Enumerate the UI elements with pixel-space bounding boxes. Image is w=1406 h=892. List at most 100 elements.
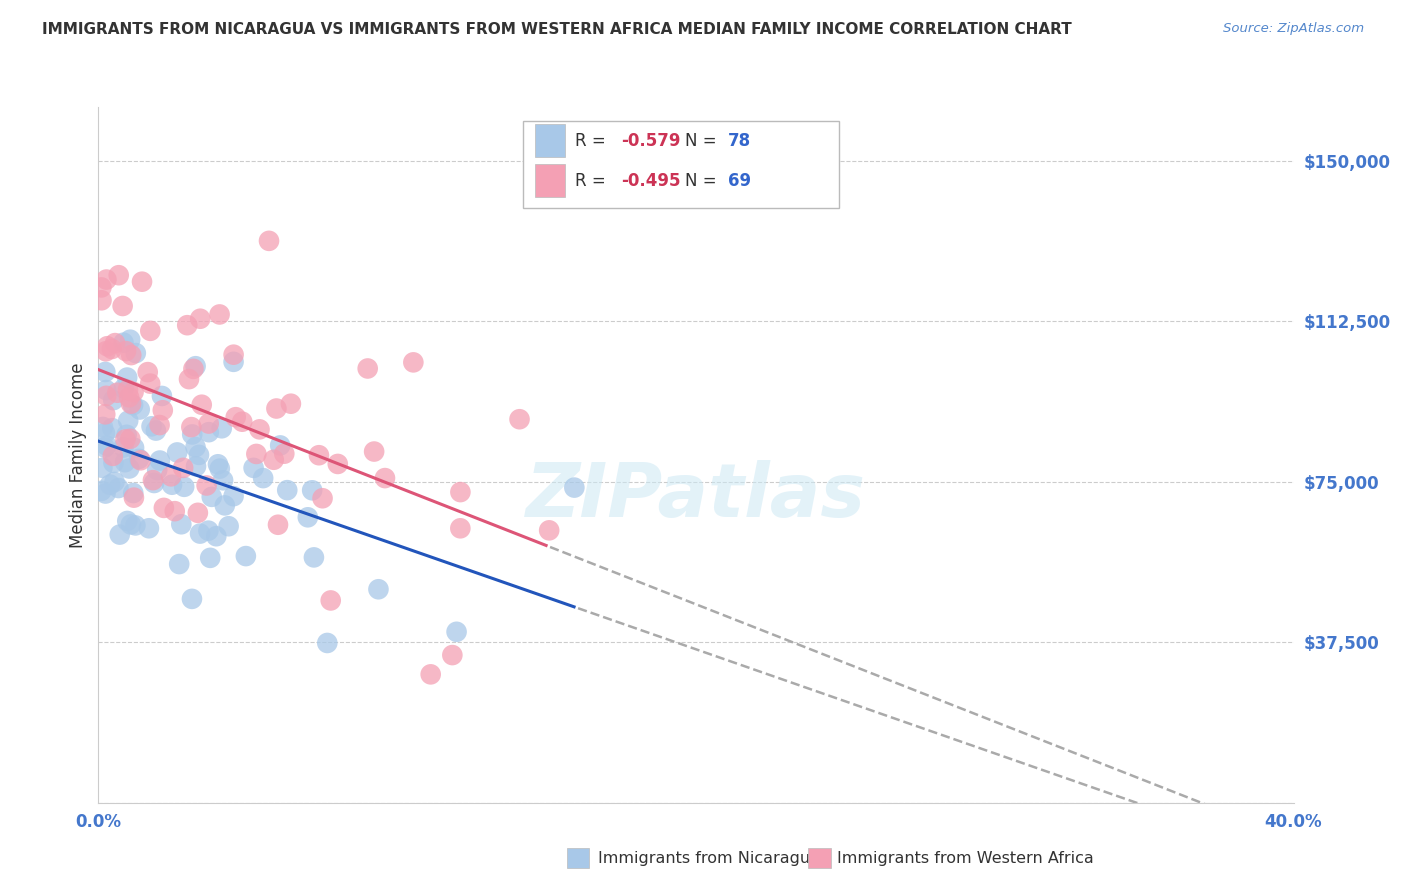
- Text: R =: R =: [575, 172, 612, 190]
- Point: [181, 427, 204, 442]
- Point: [139, 376, 162, 391]
- Point: [94, 365, 117, 379]
- Point: [139, 324, 162, 338]
- Point: [276, 483, 298, 497]
- Point: [263, 452, 285, 467]
- Point: [222, 355, 245, 369]
- Point: [280, 397, 302, 411]
- Point: [188, 448, 211, 462]
- Point: [190, 398, 212, 412]
- Point: [311, 491, 333, 506]
- Point: [96, 389, 118, 403]
- Point: [94, 426, 117, 441]
- Point: [136, 365, 159, 379]
- Point: [122, 398, 145, 412]
- Point: [269, 438, 291, 452]
- Point: [207, 457, 229, 471]
- Point: [357, 361, 380, 376]
- Point: [142, 473, 165, 487]
- Point: [153, 500, 176, 515]
- Point: [96, 272, 118, 286]
- Point: [122, 384, 145, 399]
- Text: IMMIGRANTS FROM NICARAGUA VS IMMIGRANTS FROM WESTERN AFRICA MEDIAN FAMILY INCOME: IMMIGRANTS FROM NICARAGUA VS IMMIGRANTS …: [42, 22, 1071, 37]
- Point: [205, 529, 228, 543]
- Point: [146, 463, 169, 477]
- Point: [301, 483, 323, 498]
- Point: [128, 402, 150, 417]
- Point: [124, 518, 146, 533]
- Point: [184, 440, 207, 454]
- Point: [120, 348, 142, 362]
- Point: [509, 412, 531, 426]
- Point: [141, 419, 163, 434]
- Point: [129, 453, 152, 467]
- Point: [111, 299, 134, 313]
- Point: [90, 483, 112, 498]
- Point: [242, 461, 264, 475]
- Point: [160, 469, 183, 483]
- Point: [94, 408, 117, 422]
- Point: [222, 348, 245, 362]
- Point: [173, 480, 195, 494]
- Point: [131, 275, 153, 289]
- Point: [122, 491, 145, 505]
- Point: [180, 420, 202, 434]
- Point: [120, 333, 142, 347]
- Point: [112, 441, 135, 455]
- Point: [249, 422, 271, 436]
- Text: -0.579: -0.579: [620, 132, 681, 150]
- Text: N =: N =: [685, 172, 723, 190]
- Point: [145, 424, 167, 438]
- Point: [419, 667, 441, 681]
- Point: [235, 549, 257, 563]
- Point: [117, 514, 139, 528]
- Text: R =: R =: [575, 132, 612, 150]
- Point: [94, 486, 117, 500]
- Point: [122, 486, 145, 500]
- Point: [316, 636, 339, 650]
- Point: [125, 346, 148, 360]
- Point: [200, 550, 222, 565]
- Point: [114, 433, 136, 447]
- Point: [94, 344, 117, 359]
- Point: [170, 517, 193, 532]
- Text: N =: N =: [685, 132, 723, 150]
- Point: [108, 527, 131, 541]
- Point: [184, 359, 207, 374]
- Point: [101, 449, 124, 463]
- Point: [163, 504, 186, 518]
- Point: [177, 372, 200, 386]
- Point: [160, 477, 183, 491]
- Point: [117, 414, 139, 428]
- Point: [212, 473, 235, 487]
- FancyBboxPatch shape: [534, 164, 565, 197]
- Point: [266, 401, 288, 416]
- Point: [107, 481, 129, 495]
- Point: [367, 582, 389, 597]
- Point: [252, 471, 274, 485]
- Text: Immigrants from Western Africa: Immigrants from Western Africa: [837, 851, 1094, 865]
- Point: [214, 499, 236, 513]
- Point: [101, 342, 124, 356]
- Point: [195, 478, 218, 492]
- Point: [118, 390, 141, 404]
- Point: [98, 477, 121, 491]
- Point: [91, 460, 114, 475]
- Point: [538, 524, 561, 538]
- Text: ZIPatlas: ZIPatlas: [526, 460, 866, 533]
- Point: [107, 268, 129, 283]
- Point: [90, 293, 112, 308]
- Point: [122, 441, 145, 455]
- Point: [208, 461, 231, 475]
- Point: [96, 383, 118, 397]
- Point: [152, 403, 174, 417]
- Point: [198, 425, 221, 439]
- Point: [188, 526, 211, 541]
- Y-axis label: Median Family Income: Median Family Income: [69, 362, 87, 548]
- Point: [302, 550, 325, 565]
- Point: [103, 456, 125, 470]
- Point: [172, 461, 194, 475]
- Point: [208, 308, 231, 322]
- Point: [115, 344, 138, 359]
- Point: [104, 336, 127, 351]
